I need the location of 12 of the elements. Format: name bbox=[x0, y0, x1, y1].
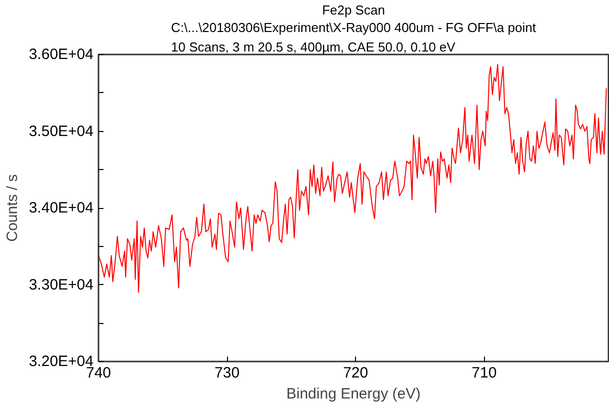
y-tick-label: 3.40E+04 bbox=[28, 200, 94, 216]
y-tick-label: 3.30E+04 bbox=[28, 276, 94, 294]
y-axis-title: Counts / s bbox=[4, 174, 21, 242]
x-tick-label: 720 bbox=[343, 364, 368, 382]
y-tick-label: 3.50E+04 bbox=[28, 122, 94, 140]
line-series bbox=[98, 64, 607, 293]
chart-title: Fe2p Scan bbox=[322, 2, 385, 18]
y-tick-label: 3.60E+04 bbox=[28, 46, 94, 63]
x-tick-label: 730 bbox=[214, 364, 240, 382]
x-axis-title: Binding Energy (eV) bbox=[286, 386, 421, 402]
x-tick-label: 710 bbox=[472, 364, 497, 382]
chart-subtitle: C:\...\20180306\Experiment\X-Ray000 400um - FG OFF\a point 10 Scans, 3 m 20.5 s, 400µm, CAE 50.0, 0.10 eV bbox=[171, 20, 536, 54]
